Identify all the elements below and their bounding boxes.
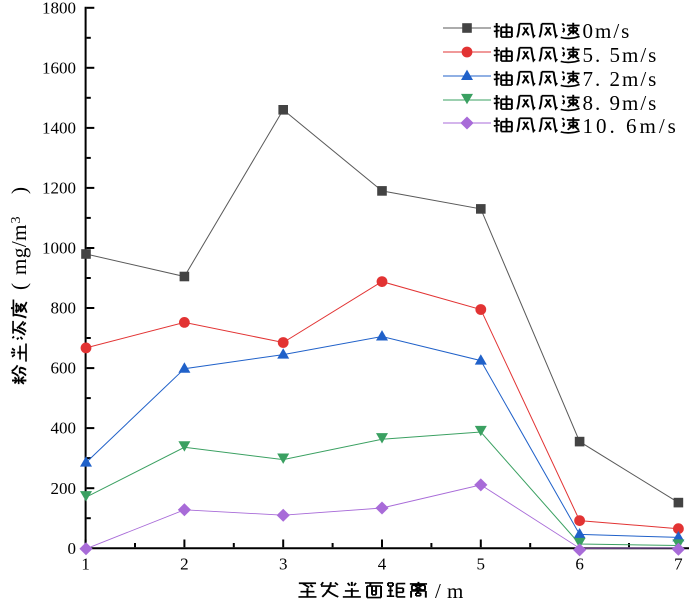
svg-text:m: m (447, 579, 463, 603)
svg-text:7: 7 (674, 555, 683, 574)
svg-text:(: ( (7, 283, 31, 290)
svg-text:1800: 1800 (42, 0, 76, 17)
svg-text:2: 2 (180, 555, 189, 574)
svg-text:): ) (7, 187, 31, 194)
svg-text:1400: 1400 (42, 119, 76, 138)
svg-text:mg/m: mg/m (7, 224, 31, 275)
svg-text:1000: 1000 (42, 239, 76, 258)
svg-text:3: 3 (279, 555, 288, 574)
svg-text:/: / (435, 579, 441, 603)
svg-text:5. 5m/s: 5. 5m/s (583, 43, 659, 67)
svg-text:8. 9m/s: 8. 9m/s (583, 91, 659, 115)
svg-text:600: 600 (51, 359, 77, 378)
svg-text:200: 200 (51, 479, 77, 498)
svg-text:0m/s: 0m/s (583, 19, 632, 43)
svg-text:7. 2m/s: 7. 2m/s (583, 67, 659, 91)
svg-text:6: 6 (575, 555, 584, 574)
svg-text:1: 1 (81, 555, 90, 574)
svg-text:1600: 1600 (42, 58, 76, 77)
svg-text:5: 5 (477, 555, 486, 574)
svg-text:400: 400 (51, 419, 77, 438)
svg-text:1200: 1200 (42, 179, 76, 198)
svg-text:800: 800 (51, 299, 77, 318)
svg-text:0: 0 (68, 539, 77, 558)
svg-text:10. 6m/s: 10. 6m/s (583, 114, 679, 138)
svg-text:3: 3 (9, 217, 24, 224)
svg-text:4: 4 (378, 555, 387, 574)
